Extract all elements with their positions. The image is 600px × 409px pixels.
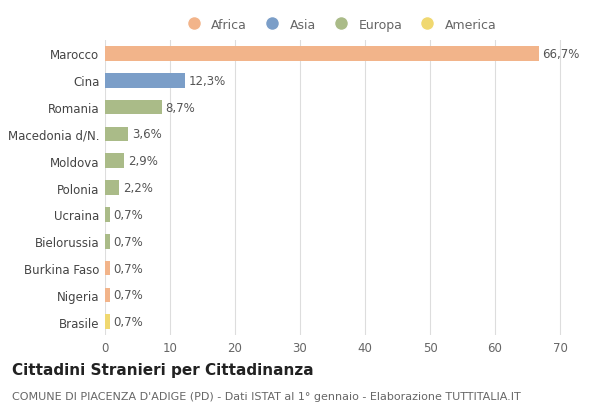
Bar	[105, 47, 539, 62]
Text: 0,7%: 0,7%	[113, 289, 143, 302]
Text: 0,7%: 0,7%	[113, 315, 143, 328]
Text: 0,7%: 0,7%	[113, 235, 143, 248]
Text: 0,7%: 0,7%	[113, 209, 143, 221]
Text: Cittadini Stranieri per Cittadinanza: Cittadini Stranieri per Cittadinanza	[12, 362, 314, 377]
Bar	[105, 288, 110, 303]
Text: 12,3%: 12,3%	[189, 74, 226, 88]
Text: 2,2%: 2,2%	[123, 182, 153, 195]
Legend: Africa, Asia, Europa, America: Africa, Asia, Europa, America	[181, 19, 497, 32]
Bar	[105, 234, 110, 249]
Bar	[105, 127, 128, 142]
Text: 66,7%: 66,7%	[542, 48, 580, 61]
Bar	[105, 181, 119, 196]
Text: 0,7%: 0,7%	[113, 262, 143, 275]
Text: 8,7%: 8,7%	[166, 101, 195, 114]
Bar	[105, 315, 110, 329]
Bar	[105, 154, 124, 169]
Bar	[105, 207, 110, 222]
Text: COMUNE DI PIACENZA D'ADIGE (PD) - Dati ISTAT al 1° gennaio - Elaborazione TUTTIT: COMUNE DI PIACENZA D'ADIGE (PD) - Dati I…	[12, 391, 521, 400]
Bar	[105, 101, 161, 115]
Text: 3,6%: 3,6%	[133, 128, 162, 141]
Text: 2,9%: 2,9%	[128, 155, 158, 168]
Bar	[105, 261, 110, 276]
Bar	[105, 74, 185, 88]
